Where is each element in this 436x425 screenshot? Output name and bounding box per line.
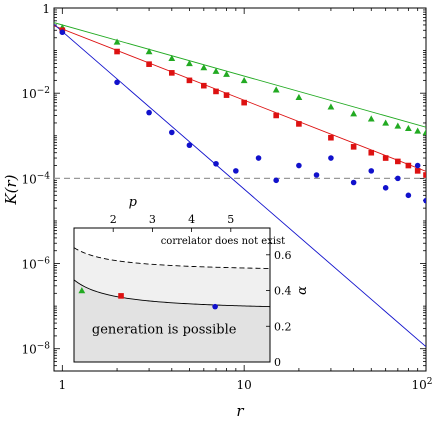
data-point-triangle [350, 110, 358, 117]
data-point-triangle [200, 64, 208, 71]
data-point-square [405, 162, 412, 169]
data-point-circle [328, 155, 334, 161]
x-axis-title: r [236, 402, 244, 420]
data-point-square [368, 149, 375, 156]
data-point-square [350, 144, 357, 150]
main-plot: 1 10 102 1 10−2 10−4 10−6 10−8 r K(r) [2, 2, 433, 420]
inset-plot: correlator does not exist generation is p… [73, 195, 310, 369]
data-point-circle [168, 129, 175, 136]
data-point-circle [368, 168, 375, 174]
y-tick-label: 1 [42, 2, 50, 16]
region-label-correlator: correlator does not exist [161, 236, 285, 247]
data-point-circle [313, 172, 320, 178]
plot-frame [53, 7, 427, 372]
y-tick-label: 10−2 [21, 86, 50, 101]
data-point-circle [423, 197, 426, 204]
data-point-square [423, 172, 426, 178]
data-point-circle [59, 29, 66, 36]
data-point-triangle [327, 103, 335, 110]
data-point-triangle [223, 70, 230, 77]
inset-y-tick-label: 0 [274, 356, 281, 369]
data-point-square [146, 61, 152, 67]
data-point-square [395, 158, 401, 165]
data-point-square [296, 121, 302, 127]
data-point-triangle [113, 38, 121, 45]
data-point-circle [255, 155, 262, 161]
data-point-circle [395, 175, 401, 182]
data-point-circle [146, 109, 152, 116]
region-label-generation: generation is possible [92, 322, 237, 337]
inset-y-tick-label: 0.4 [274, 285, 292, 298]
data-point-triangle [367, 115, 375, 122]
data-point-circle [233, 168, 239, 174]
boundary-dashed [74, 247, 270, 269]
data-point-triangle [394, 122, 402, 129]
y-axis-title: K(r) [2, 174, 20, 205]
inset-x-tick-label: 5 [227, 213, 234, 226]
data-point-square [213, 88, 219, 95]
fit-line-circle [54, 23, 426, 348]
y-tick-label: 10−6 [21, 257, 50, 272]
data-point-square [241, 99, 247, 106]
data-point-triangle [414, 127, 422, 134]
inset-x-title: p [129, 195, 138, 210]
data-point-triangle [382, 119, 390, 126]
x-tick-label: 1 [59, 378, 67, 392]
region-intermediate [74, 247, 270, 307]
data-point-square [114, 48, 120, 55]
inset-point-square [118, 293, 124, 299]
data-point-circle [405, 192, 412, 199]
data-point-triangle [168, 54, 176, 61]
data-point-triangle [272, 86, 280, 93]
data-point-triangle [212, 67, 220, 74]
data-point-square [414, 168, 421, 174]
inset-x-tick-label: 4 [188, 213, 195, 226]
data-point-circle [414, 162, 421, 169]
inset-y-title: α [295, 286, 310, 295]
data-point-circle [114, 79, 120, 86]
y-tick-label: 10−4 [21, 171, 50, 186]
inset-y-tick-label: 0.2 [274, 320, 292, 333]
x-tick-label: 102 [411, 377, 432, 392]
region-generation-possible [74, 279, 270, 362]
data-point-circle [350, 179, 357, 186]
inset-point-circle [212, 303, 218, 310]
fit-line-square [54, 25, 426, 172]
data-point-triangle [240, 76, 248, 84]
data-point-square [273, 112, 279, 119]
data-point-triangle [186, 60, 193, 67]
data-point-square [382, 155, 389, 161]
inset-x-tick-label: 2 [110, 213, 117, 226]
data-point-triangle [145, 48, 153, 55]
boundary-solid [74, 279, 270, 308]
fit-line-triangle [54, 22, 426, 128]
y-tick-label: 10−8 [21, 342, 50, 357]
data-point-circle [296, 162, 302, 169]
data-point-circle [273, 177, 279, 184]
data-point-square [223, 92, 230, 98]
data-point-triangle [295, 93, 303, 101]
data-point-square [186, 77, 193, 84]
data-point-circle [213, 160, 219, 167]
inset-y-tick-label: 0.6 [274, 249, 292, 262]
data-point-square [168, 70, 175, 76]
data-point-square [328, 134, 334, 141]
data-point-triangle [422, 129, 426, 136]
x-tick-label: 10 [237, 378, 252, 392]
data-point-circle [186, 142, 193, 149]
data-point-triangle [404, 124, 412, 131]
inset-point-triangle [78, 287, 86, 294]
data-point-circle [382, 185, 389, 191]
inset-x-tick-label: 3 [149, 213, 156, 226]
inset-frame [73, 227, 271, 363]
data-point-square [201, 82, 207, 89]
